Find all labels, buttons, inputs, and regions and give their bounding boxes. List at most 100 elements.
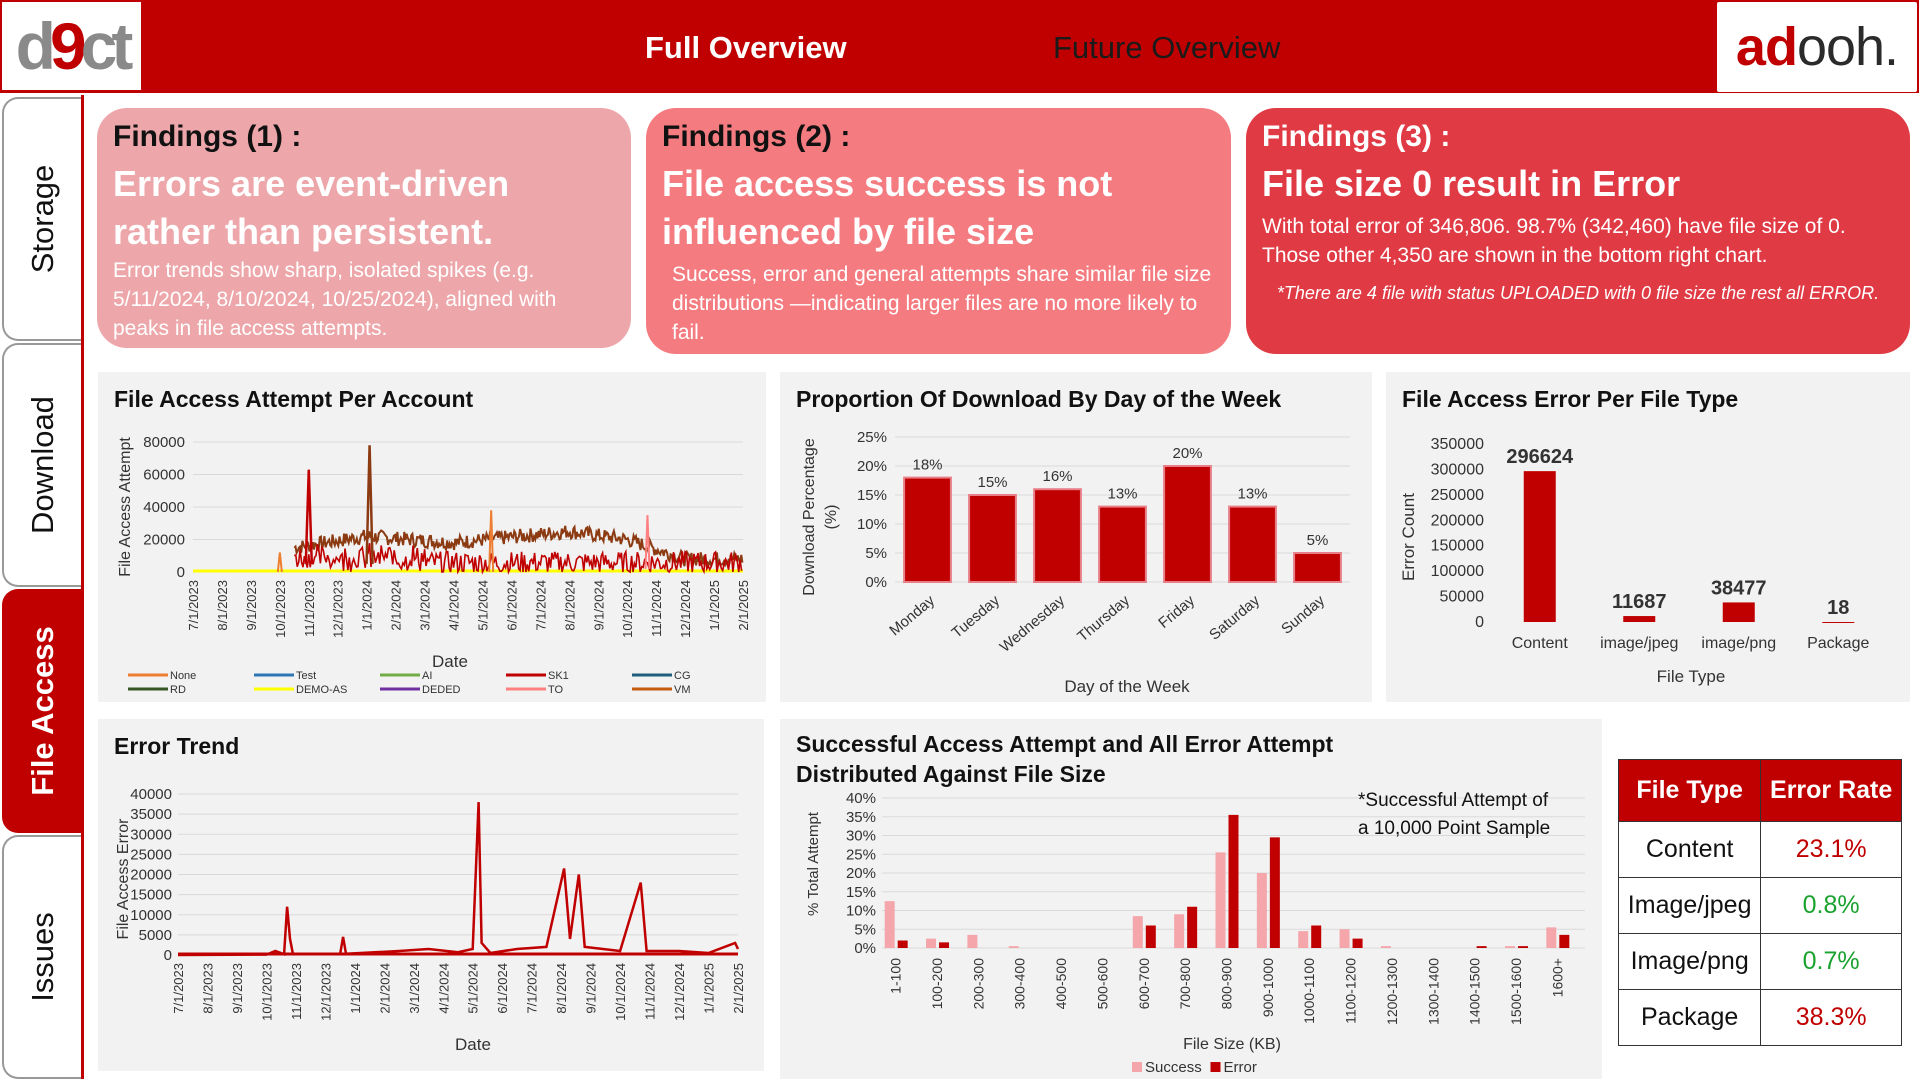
x-tick-label: 7/1/2024 [525,963,540,1014]
bar [1623,616,1656,622]
x-tick-label: 1000-1100 [1301,958,1317,1024]
bar-success [1339,929,1350,948]
bar [1033,488,1082,583]
legend-label: Success [1145,1059,1202,1076]
data-label: 18% [912,457,942,474]
bar-success [1504,946,1515,948]
legend-label: VM [674,684,691,696]
bar-success [1380,946,1391,948]
series-sk1-peak [304,469,314,564]
y-tick-label: 10000 [130,907,172,924]
findings-note: *There are 4 file with status UPLOADED w… [1276,283,1880,303]
x-tick-label: 2/1/2025 [731,963,746,1014]
x-tick-label: 9/1/2023 [230,963,245,1014]
sidebar-tab-file-access[interactable]: File Access [2,589,82,833]
x-tick-label: 1500-1600 [1508,958,1524,1025]
legend-swatch [1210,1062,1221,1072]
y-tick-label: 30000 [130,826,172,843]
sidebar-tab-issues[interactable]: Issues [2,835,82,1079]
x-tick-label: 12/1/2024 [672,963,687,1021]
tab-full-overview[interactable]: Full Overview [645,30,847,65]
header-bar: d9ct Full Overview Future Overview adooh… [0,0,1919,93]
x-tick-label: 1/1/2025 [707,580,722,631]
x-tick-label: 10/1/2023 [273,580,288,638]
bar-error [1352,938,1363,948]
x-tick-label: 10/1/2024 [613,963,628,1021]
x-tick-label: 1/1/2025 [702,963,717,1014]
bar-error [939,942,950,948]
x-tick-label: 6/1/2024 [495,963,510,1014]
findings-headline: File size 0 result in Error [1262,163,1681,204]
table-header-file-type: File Type [1617,759,1762,822]
x-tick-label: 200-300 [970,958,986,1010]
y-tick-label: 5% [865,545,887,562]
error-rate-table: File Type Error Rate Content 23.1% Image… [1617,759,1902,1046]
x-tick-label: 10/1/2024 [620,580,635,638]
legend-label: RD [170,684,186,696]
bar [1822,621,1855,623]
y-tick-label: 20000 [130,867,172,884]
sidebar-tab-storage[interactable]: Storage [2,97,82,341]
x-tick-label: 11/1/2023 [289,963,304,1020]
y-tick-label: 100000 [1431,563,1484,580]
x-axis-label: Date [455,1035,491,1054]
data-label: 13% [1237,486,1267,503]
x-tick-label: 5/1/2024 [475,580,490,631]
y-tick-label: 25% [857,429,887,446]
dgct-logo: d9ct [2,2,141,90]
legend-label: DEDED [422,684,461,696]
series-vm-line [293,524,744,569]
y-tick-label: 30% [846,828,876,845]
y-tick-label: 5000 [139,927,172,944]
x-tick-label: 500-600 [1094,958,1110,1010]
x-axis-label: File Size (KB) [1183,1036,1281,1053]
series-none-peak [276,552,283,573]
sidebar-divider [81,95,84,1079]
table-row: Content 23.1% [1617,821,1902,878]
x-tick-label: 8/1/2024 [554,963,569,1014]
bar [1228,505,1277,584]
x-tick-label: 9/1/2023 [244,580,259,631]
sidebar: Storage Download File Access Issues [0,95,84,1079]
bar [968,494,1017,583]
chart-title: Error Trend [114,733,240,759]
y-tick-label: 300000 [1431,461,1484,478]
chart-title: File Access Error Per File Type [1402,386,1739,412]
x-tick-label: 4/1/2024 [436,963,451,1014]
x-tick-label: 600-700 [1136,958,1152,1010]
chart-title: File Access Attempt Per Account [114,386,474,412]
tab-future-overview[interactable]: Future Overview [1053,30,1281,65]
y-tick-label: 40000 [130,786,172,803]
findings-heading: Findings (2) : [662,120,851,153]
y-tick-label: 350000 [1431,436,1484,453]
x-tick-label: 7/1/2024 [533,580,548,631]
x-tick-label: Tuesday [948,592,1003,642]
sidebar-tab-download[interactable]: Download [2,343,82,587]
y-tick-label: 5% [854,921,876,938]
y-tick-label: 15000 [130,887,172,904]
x-tick-label: 900-1000 [1260,958,1276,1017]
table-cell-rate: 38.3% [1760,989,1902,1046]
bar-error [1559,934,1570,948]
table-cell-type: Package [1617,989,1762,1046]
x-tick-label: Monday [886,592,938,640]
x-tick-label: 1-100 [888,958,904,994]
y-tick-label: 250000 [1431,487,1484,504]
y-tick-label: 80000 [143,434,185,451]
table-row: Package 38.3% [1617,989,1902,1046]
x-tick-label: 7/1/2023 [186,580,201,631]
x-tick-label: Sunday [1278,592,1328,638]
y-tick-label: 20% [857,458,887,475]
chart-annotation: *Successful Attempt of [1358,790,1549,811]
chart-panel-file-size: Successful Access Attempt and All Error … [780,719,1602,1079]
legend-label: None [170,670,196,682]
chart-panel-error-trend: Error Trend 40000 35000 30000 25000 20000 150… [98,719,764,1071]
chart-title: Proportion Of Download By Day of the Wee… [796,386,1282,412]
data-label: 11687 [1612,591,1667,613]
file-size-chart: 40% 35% 30%25% 20% 15% 10%5% 0% 1-100 100-200 200… [805,790,1585,1076]
x-axis-label: Day of the Week [1064,677,1190,696]
y-tick-label: 200000 [1431,512,1484,529]
series-sk1-peak [365,445,374,564]
table-cell-type: Image/png [1617,933,1762,990]
